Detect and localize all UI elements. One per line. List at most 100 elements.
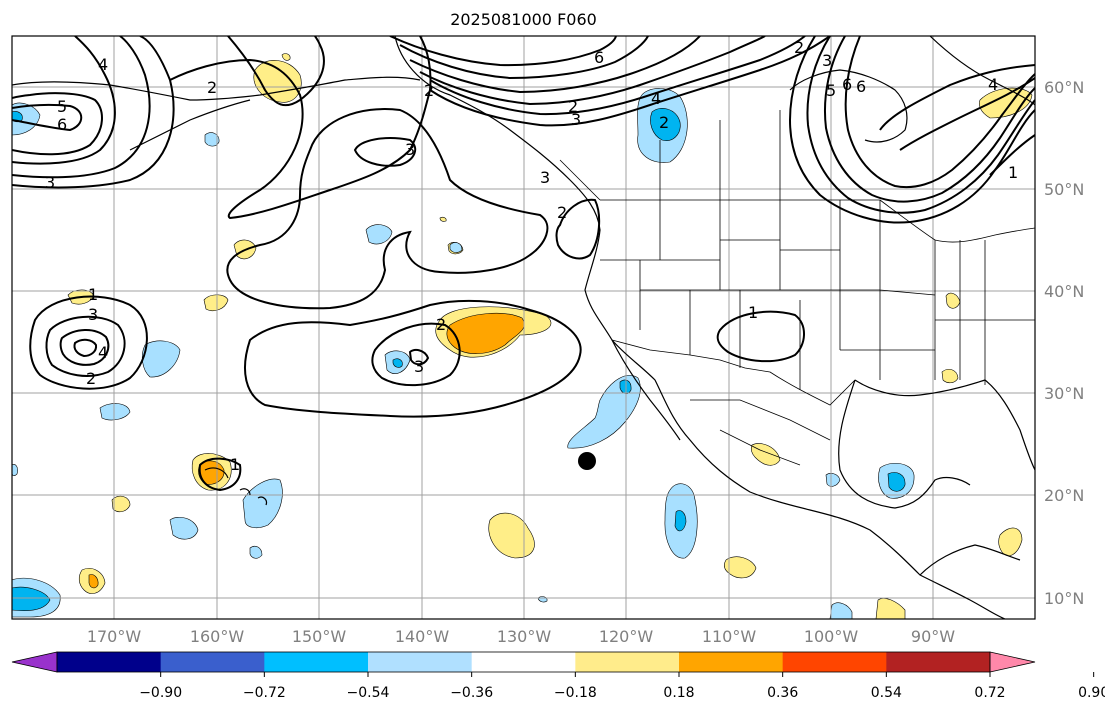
negative-anomaly-area — [392, 358, 403, 368]
negative-anomaly-area — [12, 464, 18, 477]
contour-line — [12, 36, 116, 165]
contour-line — [12, 36, 151, 179]
contour-line — [419, 36, 766, 106]
contour-label: 3 — [414, 357, 424, 376]
map-frame — [11, 35, 1036, 620]
colorbar-frame — [56, 651, 991, 673]
negative-anomaly-area — [249, 545, 263, 559]
contour-line — [226, 108, 549, 310]
contour-line — [429, 36, 831, 127]
contour-line — [806, 36, 1035, 214]
contour-label: 2 — [794, 38, 804, 57]
colorbar-tick-label: −0.72 — [243, 685, 286, 701]
positive-anomaly-area — [111, 495, 131, 513]
colorbar-bin — [886, 652, 991, 672]
positive-anomaly-area — [488, 512, 535, 559]
colorbar-tick-label: −0.54 — [347, 685, 390, 701]
contour-label: 2 — [86, 369, 96, 388]
contour-label: 4 — [988, 75, 998, 94]
colorbar-bin — [264, 652, 369, 672]
positive-anomaly-area — [198, 460, 225, 485]
contour-line — [198, 457, 242, 492]
contour-line — [555, 198, 601, 260]
contour-line — [879, 64, 1035, 131]
contour-label: 3 — [405, 140, 415, 159]
yucatan — [838, 379, 971, 509]
contour-line — [716, 310, 805, 363]
canada-provinces — [559, 110, 781, 201]
negative-anomaly-area — [449, 242, 463, 253]
positive-anomaly-area — [88, 574, 99, 589]
contour-label: 1 — [1008, 163, 1018, 182]
negative-anomaly-area — [674, 510, 687, 532]
contour-label: 2 — [659, 113, 669, 132]
negative-anomaly-area — [204, 132, 220, 147]
na-west-coast — [394, 36, 1006, 619]
labrador — [929, 36, 1035, 106]
contour-label: 2 — [424, 81, 434, 100]
contour-line — [371, 322, 461, 387]
lat-label: 40°N — [1044, 282, 1084, 301]
contour-label: 6 — [842, 75, 852, 94]
contour-line — [408, 349, 430, 366]
contour-label: 3 — [540, 168, 550, 187]
lat-label: 50°N — [1044, 180, 1084, 199]
contour-label: 2 — [436, 315, 446, 334]
colorbar-tick-label: −0.90 — [139, 685, 182, 701]
colorbar-tick-label: 0.90 — [1078, 685, 1105, 701]
colorbar-bin — [57, 652, 162, 672]
positive-anomaly-area — [446, 313, 525, 354]
colorbar-bin — [160, 652, 265, 672]
negative-anomaly-area — [829, 602, 853, 619]
lat-label: 10°N — [1044, 589, 1084, 608]
contour-label: 6 — [594, 48, 604, 67]
colorbar-tick-label: 0.54 — [871, 685, 902, 701]
alaska-coast — [12, 76, 421, 101]
contour-line — [29, 295, 148, 390]
positive-anomaly-area — [750, 443, 781, 466]
colorbar-bin — [368, 652, 473, 672]
contour-line — [12, 92, 103, 156]
lon-label: 140°W — [395, 627, 450, 646]
map-title: 2025081000 F060 — [450, 10, 597, 29]
negative-anomaly-area — [12, 586, 51, 611]
colorbar: −0.90 −0.72 −0.54 −0.36 −0.18 0.18 0.36 0.54 0.7… — [11, 651, 1105, 701]
mexico-states — [690, 399, 831, 466]
contour-label: 2 — [557, 203, 567, 222]
contour-label: 6 — [57, 115, 67, 134]
contour-lines — [12, 36, 1035, 492]
contour-label: 3 — [571, 110, 581, 129]
contour-label: 6 — [856, 77, 866, 96]
colorbar-tick-label: −0.36 — [450, 685, 493, 701]
contour-line — [227, 36, 325, 107]
positive-anomaly-area — [945, 292, 961, 309]
positive-anomaly-area — [941, 369, 959, 384]
positive-anomaly-area — [875, 598, 906, 619]
lon-label: 130°W — [497, 627, 552, 646]
us-mexico-border — [611, 339, 856, 406]
negative-anomaly-area — [537, 596, 548, 603]
lon-label: 110°W — [702, 627, 757, 646]
contour-label: 4 — [651, 89, 661, 108]
colorbar-tick-label: 0.36 — [767, 685, 798, 701]
lat-label: 20°N — [1044, 486, 1084, 505]
contour-line — [399, 36, 649, 80]
positive-anomaly-area — [281, 53, 291, 61]
colorbar-bin — [575, 652, 680, 672]
contour-line — [989, 134, 1035, 176]
contour-line — [12, 103, 83, 132]
colorbar-extend-high — [989, 651, 1036, 673]
political-borders — [559, 110, 1035, 466]
contour-label: 4 — [98, 55, 108, 74]
anomaly-fill-layer — [12, 53, 1033, 619]
negative-anomaly-area — [12, 102, 41, 136]
lon-label: 90°W — [911, 627, 955, 646]
positive-anomaly-area — [998, 527, 1023, 556]
positive-anomaly-area — [439, 216, 447, 222]
location-marker — [578, 452, 596, 470]
contour-line — [244, 299, 582, 418]
contour-line — [73, 338, 98, 358]
negative-anomaly-area — [887, 472, 906, 492]
lon-label: 120°W — [599, 627, 654, 646]
